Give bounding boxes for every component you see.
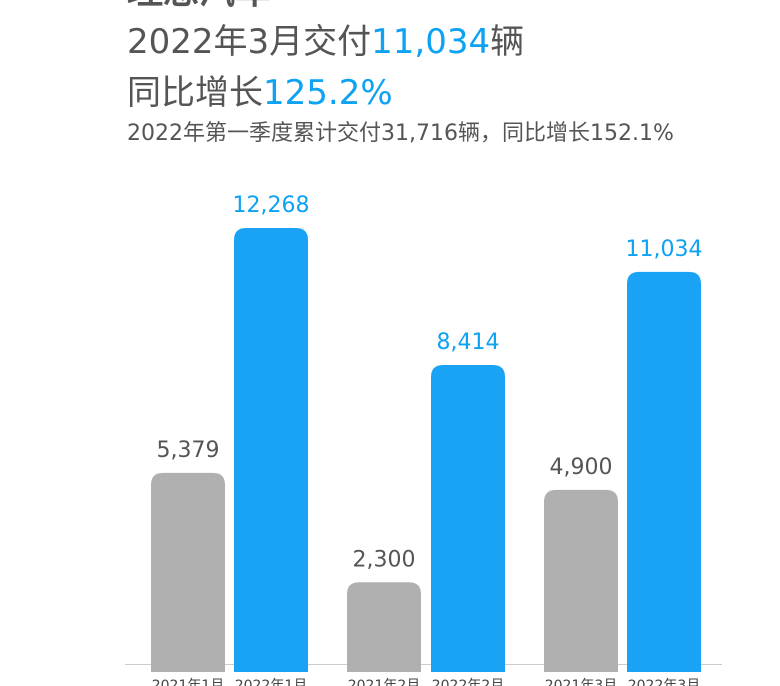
- category-label-4: 2022年2月: [432, 678, 505, 686]
- category-label-1: 2021年1月: [152, 678, 225, 686]
- headline-growth: 同比增长125.2%: [127, 73, 393, 113]
- quarter-summary: 2022年第一季度累计交付31,716辆，同比增长152.1%: [127, 121, 674, 146]
- bar-2: [234, 228, 308, 672]
- brand-title: 理想汽车: [127, 0, 271, 12]
- data-label-4: 8,414: [437, 330, 500, 355]
- bar-6: [627, 271, 701, 672]
- headline-deliveries-value: 11,034: [371, 22, 491, 62]
- category-label-2: 2022年1月: [235, 678, 308, 686]
- category-label-5: 2021年3月: [545, 678, 618, 686]
- data-label-1: 5,379: [157, 438, 220, 463]
- data-label-5: 4,900: [550, 455, 613, 480]
- bar-3: [347, 582, 421, 672]
- category-label-6: 2022年3月: [628, 678, 701, 686]
- bar-5: [544, 489, 618, 672]
- data-label-2: 12,268: [233, 193, 310, 218]
- headline-growth-value: 125.2%: [263, 73, 393, 113]
- headline-growth-prefix: 同比增长: [127, 73, 263, 113]
- data-label-3: 2,300: [353, 547, 416, 572]
- data-label-6: 11,034: [626, 237, 703, 262]
- category-label-3: 2021年2月: [348, 678, 421, 686]
- headline-deliveries-suffix: 辆: [490, 22, 525, 62]
- bar-4: [431, 364, 505, 672]
- headline-deliveries: 2022年3月交付11,034辆: [127, 22, 524, 62]
- bar-1: [151, 472, 225, 672]
- headline-deliveries-prefix: 2022年3月交付: [127, 22, 372, 62]
